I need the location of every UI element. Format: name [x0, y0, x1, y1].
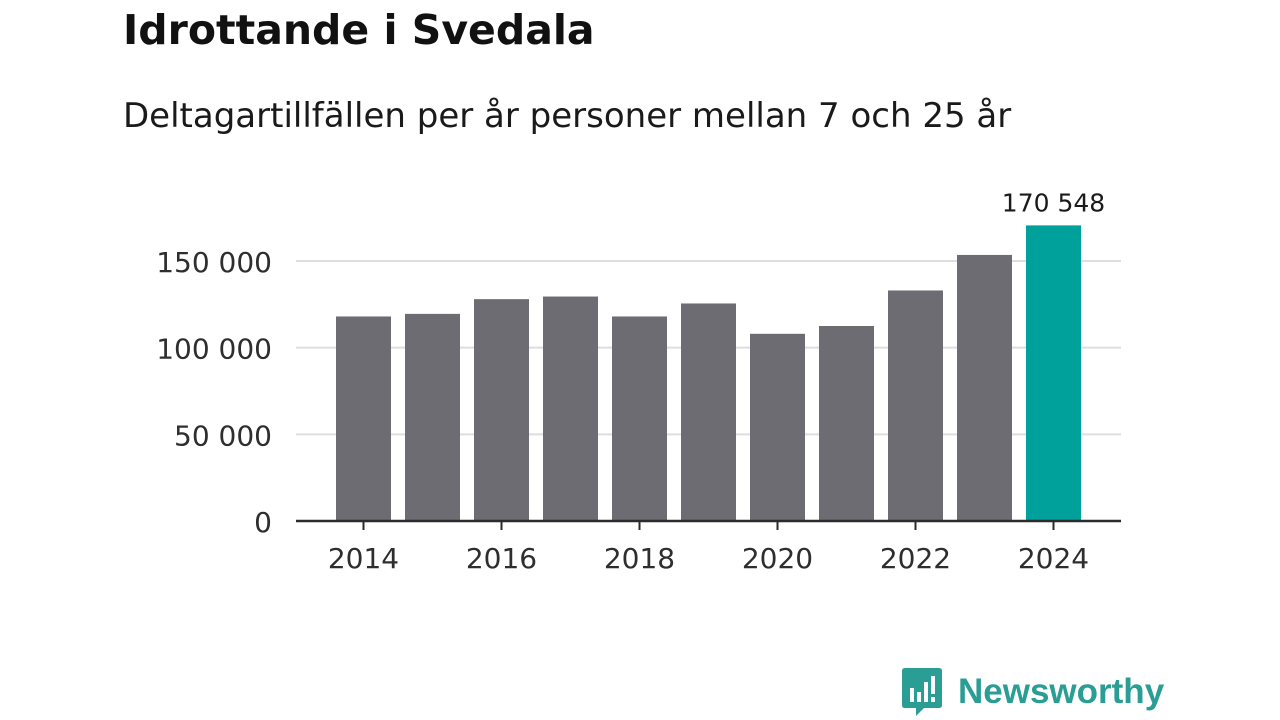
x-tick-label: 2020 [742, 542, 813, 575]
x-tick-label: 2014 [328, 542, 399, 575]
bar-2022 [888, 290, 943, 521]
brand-logo: Newsworthy [902, 668, 1164, 716]
bar-2023 [957, 254, 1012, 521]
y-tick-label: 150 000 [156, 246, 272, 279]
bar-chart-speech-bubble-icon [902, 668, 942, 716]
brand-name: Newsworthy [958, 672, 1165, 711]
y-tick-label: 50 000 [174, 419, 272, 452]
bar-2016 [474, 299, 529, 521]
chart-subtitle: Deltagartillfällen per år personer mella… [123, 96, 1012, 136]
chart-title: Idrottande i Svedala [123, 6, 595, 54]
bar-2021 [819, 326, 874, 521]
bar-2019 [681, 303, 736, 521]
bar-2018 [612, 316, 667, 521]
bar-2014 [336, 316, 391, 521]
bar-2017 [543, 296, 598, 521]
bar-2015 [405, 313, 460, 521]
x-tick-label: 2024 [1018, 542, 1089, 575]
data-label-highlight: 170 548 [1002, 188, 1105, 217]
bar-2024 [1026, 225, 1081, 521]
x-tick-label: 2022 [880, 542, 951, 575]
bar-2020 [750, 333, 805, 521]
x-tick-label: 2018 [604, 542, 675, 575]
x-tick-label: 2016 [466, 542, 537, 575]
y-tick-label: 0 [254, 506, 272, 539]
y-tick-label: 100 000 [156, 333, 272, 366]
